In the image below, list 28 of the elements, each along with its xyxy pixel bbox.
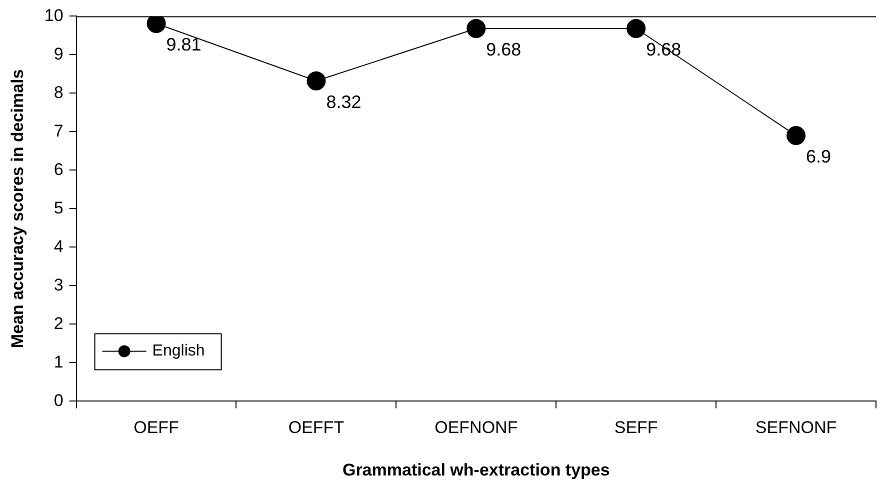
x-tick-label: SEFNONF xyxy=(755,418,837,438)
data-label: 8.32 xyxy=(326,92,362,112)
legend-label: English xyxy=(152,342,205,360)
point xyxy=(146,16,166,34)
y-tick-label: 7 xyxy=(54,121,64,140)
x-tick-label: OEFF xyxy=(134,418,179,438)
y-tick-label: 10 xyxy=(44,6,64,25)
data-label: 6.9 xyxy=(806,146,832,167)
x-tick-label: SEFF xyxy=(614,418,658,438)
y-tick-label: 9 xyxy=(54,44,64,64)
y-tick-label: 6 xyxy=(54,160,64,179)
y-tick-label: 8 xyxy=(54,82,64,102)
y-tick-label: 4 xyxy=(54,236,64,256)
data-label: 9.68 xyxy=(486,39,522,60)
y-tick-label: 3 xyxy=(54,275,64,294)
point xyxy=(626,19,646,38)
x-axis-title: Grammatical wh-extraction types xyxy=(342,460,610,480)
y-tick-label: 2 xyxy=(54,314,64,333)
x-tick-label: OEFFT xyxy=(288,418,344,438)
point xyxy=(466,19,486,38)
x-tick-label: OEFNONF xyxy=(434,418,518,438)
y-tick-label: 0 xyxy=(54,390,64,410)
point xyxy=(786,126,806,146)
point xyxy=(306,71,326,90)
y-axis-title: Mean accuracy scores in decimals xyxy=(8,69,27,348)
y-tick-label: 5 xyxy=(54,198,64,218)
y-tick-label: 1 xyxy=(54,352,64,372)
data-label: 9.81 xyxy=(166,34,202,54)
